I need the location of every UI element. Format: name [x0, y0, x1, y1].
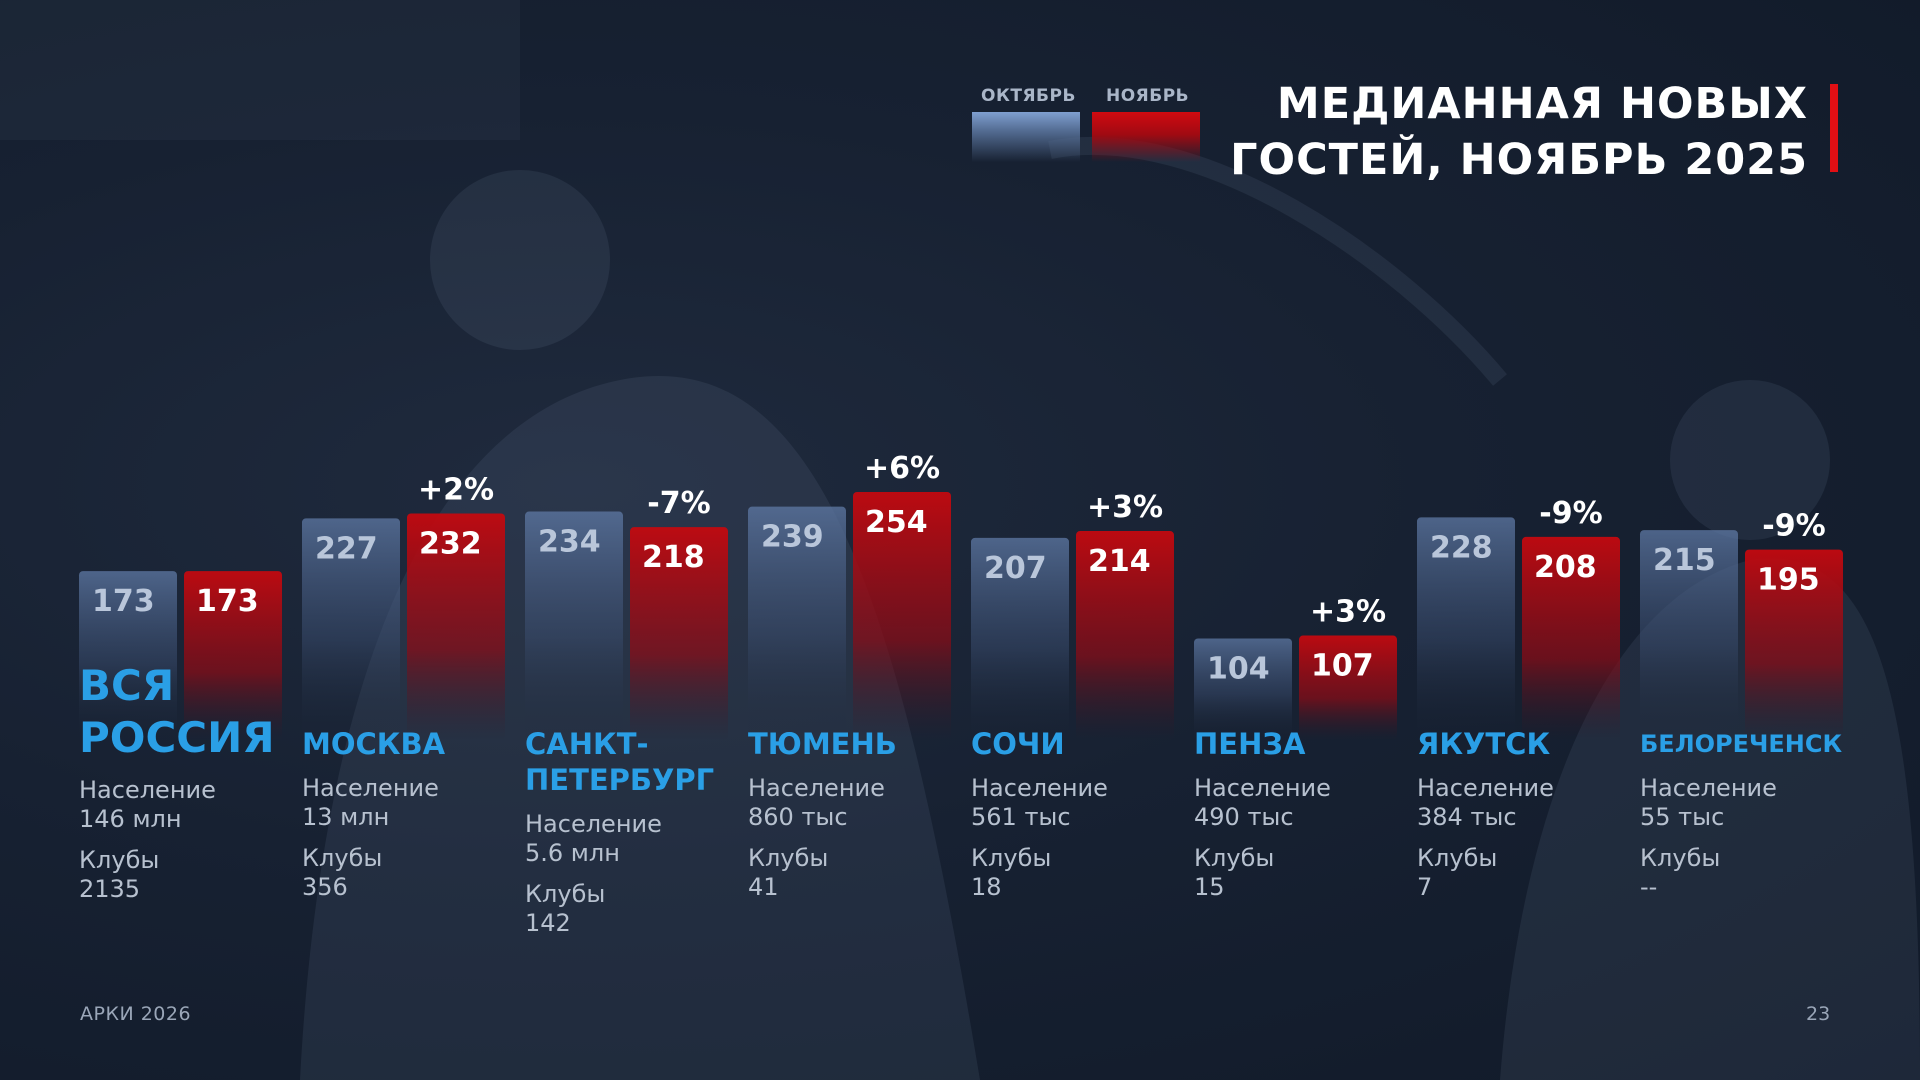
- region-population: Население 561 тыс: [971, 774, 1108, 831]
- bar-november-3: [853, 492, 951, 740]
- page-number: 23: [1806, 1003, 1831, 1025]
- value-label-october-6: 228: [1430, 530, 1493, 565]
- bar-october-7: [1640, 530, 1738, 740]
- region-population: Население 13 млн: [302, 774, 439, 831]
- title-line-2: ГОСТЕЙ, НОЯБРЬ 2025: [1230, 135, 1808, 185]
- bar-november-7: [1745, 549, 1843, 740]
- region-population: Население 384 тыс: [1417, 774, 1554, 831]
- region-column-5: ПЕНЗА Население 490 тыс Клубы 15: [1194, 726, 1404, 902]
- bar-october-5: [1194, 638, 1292, 740]
- title-accent-bar: [1830, 84, 1838, 172]
- value-label-october-1: 227: [315, 531, 378, 566]
- legend-swatch-october: [972, 112, 1080, 162]
- value-label-november-1: 232: [419, 526, 482, 561]
- title-line-1: МЕДИАННАЯ НОВЫХ: [1276, 79, 1808, 129]
- region-column-0: ВСЯ РОССИЯ Население 146 млн Клубы 2135: [79, 660, 289, 904]
- value-label-october-2: 234: [538, 525, 601, 560]
- change-label-4: +3%: [1087, 490, 1163, 525]
- value-label-october-5: 104: [1207, 651, 1270, 686]
- change-label-6: -9%: [1539, 496, 1602, 531]
- value-label-november-5: 107: [1311, 649, 1374, 684]
- value-label-november-4: 214: [1088, 544, 1151, 579]
- footer-brand: АРКИ 2026: [80, 1003, 192, 1025]
- region-column-3: ТЮМЕНЬ Население 860 тыс Клубы 41: [748, 726, 958, 902]
- region-column-1: МОСКВА Население 13 млн Клубы 356: [302, 726, 512, 902]
- change-label-2: -7%: [647, 486, 710, 521]
- region-name: БЕЛОРЕЧЕНСК: [1640, 730, 1843, 758]
- region-name: ПЕНЗА: [1194, 727, 1306, 761]
- value-label-november-7: 195: [1757, 563, 1820, 598]
- legend-label-november: НОЯБРЬ: [1106, 86, 1190, 106]
- bar-october-0: [79, 571, 177, 740]
- bar-november-2: [630, 527, 728, 740]
- change-label-7: -9%: [1762, 509, 1825, 544]
- chart-legend: ОКТЯБРЬ НОЯБРЬ: [970, 86, 1200, 166]
- value-label-october-7: 215: [1653, 543, 1716, 578]
- region-name: ЯКУТСК: [1417, 727, 1551, 761]
- region-clubs: Клубы 2135: [79, 846, 160, 903]
- bar-november-1: [407, 513, 505, 740]
- region-population: Население 55 тыс: [1640, 774, 1777, 831]
- region-name: СОЧИ: [971, 727, 1065, 761]
- bar-october-2: [525, 511, 623, 740]
- change-label-1: +2%: [418, 472, 494, 507]
- region-population: Население 146 млн: [79, 776, 216, 833]
- region-clubs: Клубы 15: [1194, 844, 1275, 901]
- value-label-november-6: 208: [1534, 550, 1597, 585]
- region-population: Население 5.6 млн: [525, 810, 662, 867]
- region-column-7: БЕЛОРЕЧЕНСК Население 55 тыс Клубы --: [1640, 726, 1850, 902]
- value-label-november-3: 254: [865, 505, 928, 540]
- region-clubs: Клубы 142: [525, 880, 606, 937]
- region-clubs: Клубы 7: [1417, 844, 1498, 901]
- bar-october-4: [971, 537, 1069, 740]
- region-column-6: ЯКУТСК Население 384 тыс Клубы 7: [1417, 726, 1627, 902]
- bar-november-4: [1076, 531, 1174, 740]
- value-label-november-0: 173: [196, 584, 259, 619]
- value-label-october-0: 173: [92, 584, 155, 619]
- region-clubs: Клубы 41: [748, 844, 829, 901]
- change-label-5: +3%: [1310, 595, 1386, 630]
- region-population: Население 860 тыс: [748, 774, 885, 831]
- bar-november-0: [184, 571, 282, 740]
- legend-label-october: ОКТЯБРЬ: [981, 86, 1076, 106]
- region-column-2: САНКТ- ПЕТЕРБУРГ Население 5.6 млн Клубы 142: [525, 726, 735, 938]
- region-name: МОСКВА: [302, 727, 446, 761]
- bar-october-3: [748, 506, 846, 740]
- value-label-october-4: 207: [984, 551, 1047, 586]
- bar-november-5: [1299, 635, 1397, 740]
- region-population: Население 490 тыс: [1194, 774, 1331, 831]
- region-clubs: Клубы --: [1640, 844, 1721, 901]
- value-label-november-2: 218: [642, 540, 705, 575]
- region-name: ВСЯ РОССИЯ: [79, 661, 275, 762]
- change-label-3: +6%: [864, 451, 940, 486]
- bar-october-6: [1417, 517, 1515, 740]
- region-clubs: Клубы 356: [302, 844, 383, 901]
- page-title: МЕДИАННАЯ НОВЫХ ГОСТЕЙ, НОЯБРЬ 2025: [1230, 76, 1808, 188]
- value-label-october-3: 239: [761, 520, 824, 555]
- legend-swatch-november: [1092, 112, 1200, 162]
- region-name: ТЮМЕНЬ: [748, 727, 897, 761]
- bar-october-1: [302, 518, 400, 740]
- region-name: САНКТ- ПЕТЕРБУРГ: [525, 727, 715, 797]
- region-clubs: Клубы 18: [971, 844, 1052, 901]
- bar-november-6: [1522, 536, 1620, 740]
- region-column-4: СОЧИ Население 561 тыс Клубы 18: [971, 726, 1181, 902]
